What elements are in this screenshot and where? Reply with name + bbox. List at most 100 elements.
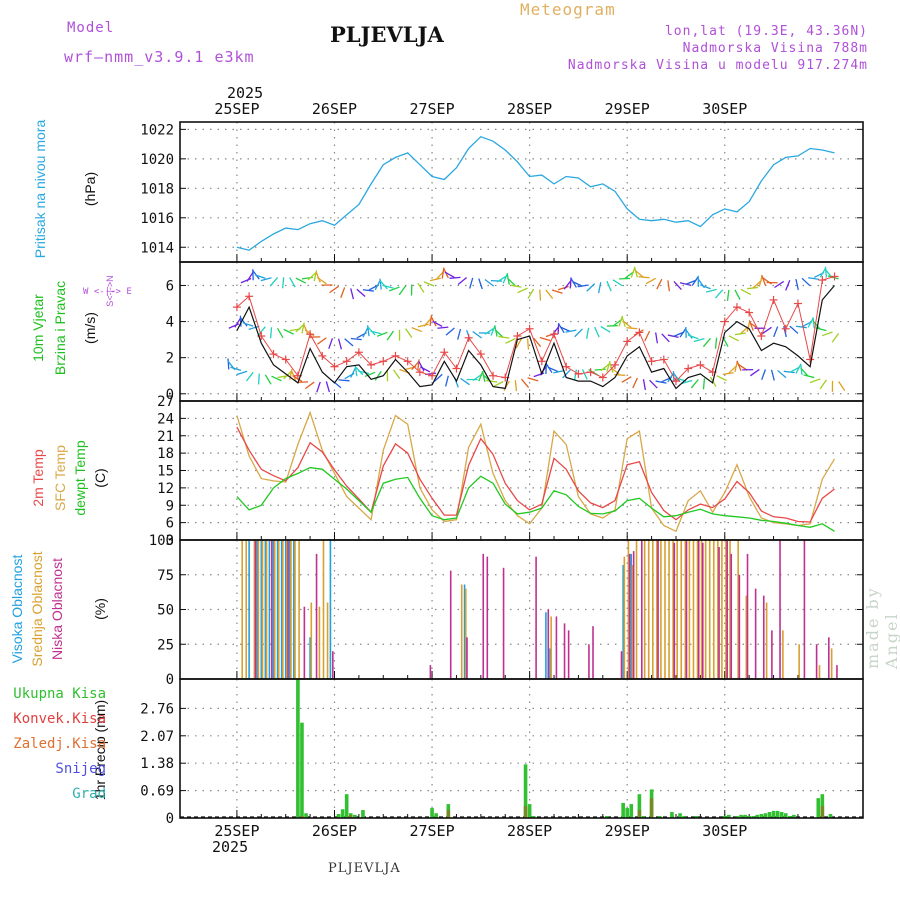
wind-arrow — [338, 379, 350, 382]
wind-arrow — [577, 284, 589, 288]
wind-arrow — [386, 330, 394, 341]
wind-arrow — [563, 280, 572, 290]
wind-arrow — [770, 369, 775, 381]
wind-arrow — [600, 325, 611, 333]
day-label-bottom: 27SEP — [409, 822, 454, 840]
wind-arrow — [423, 281, 435, 287]
wind-arrow — [498, 335, 510, 339]
precip-bar — [722, 816, 727, 818]
wind-arrow — [785, 279, 791, 291]
wind-arrow — [801, 277, 811, 287]
wind-arrow — [630, 266, 636, 278]
wind-arrow — [240, 277, 252, 284]
model-altitude: Nadmorska Visina u modelu 917.274m — [567, 58, 868, 73]
wind-arrow — [437, 326, 449, 329]
precip-bar — [783, 813, 788, 818]
wind-arrow — [783, 326, 787, 338]
wind-arrow — [585, 327, 590, 339]
wind-arrow — [667, 372, 675, 383]
legend-total-rain: Ukupna Kisa — [13, 686, 106, 702]
wind-arrow — [800, 367, 809, 377]
legend-frz-rain: Zaledj.Kisa — [13, 736, 106, 752]
wind-arrow — [329, 285, 339, 294]
wind-arrow — [687, 334, 699, 340]
sfc-temp-line — [236, 410, 836, 533]
wind-arrow — [612, 318, 623, 327]
wind-arrow — [435, 271, 445, 280]
wind-arrow — [411, 360, 420, 371]
pressure-line — [236, 135, 835, 251]
day-label-top: 30SEP — [702, 100, 747, 118]
wind-arrow — [795, 325, 807, 329]
model-label: Model — [67, 20, 115, 36]
precip-bar — [792, 814, 796, 818]
wind-arrow — [761, 274, 767, 286]
wind-arrow — [449, 276, 461, 279]
wind-arrow — [761, 369, 767, 381]
y-tick-label: 75 — [157, 568, 174, 584]
precip-conv-bar — [637, 810, 642, 818]
wind-arrow — [246, 271, 254, 282]
y-tick-label: 3 — [166, 533, 174, 549]
panel-frame — [179, 121, 864, 263]
wind-arrow — [350, 288, 355, 300]
day-label-bottom: 30SEP — [702, 822, 747, 840]
wind-arrow — [423, 317, 432, 327]
wind-arrow — [494, 329, 504, 338]
year-bottom: 2025 — [212, 838, 249, 856]
wind-arrow — [672, 372, 681, 383]
y-tick-label: 21 — [157, 429, 174, 445]
wind-arrow — [649, 379, 658, 389]
wind-arrow — [803, 374, 815, 379]
precip-bar — [682, 816, 686, 818]
wind-arrow — [362, 327, 369, 338]
wind-arrow — [533, 337, 542, 348]
wind-arrow — [239, 317, 248, 327]
wind-arrow — [418, 360, 425, 372]
wind-arrow — [789, 366, 800, 373]
precip-bar — [625, 808, 630, 818]
precip-bar — [300, 722, 304, 818]
station-title: PLJEVLJA — [330, 22, 444, 47]
day-label-top: 28SEP — [507, 100, 552, 118]
wind-arrow — [655, 380, 667, 384]
wind-arrow — [505, 337, 516, 344]
wind-arrow — [702, 378, 706, 390]
wind-arrow — [667, 334, 679, 338]
day-label-top: 26SEP — [312, 100, 357, 118]
wind-arrow — [728, 335, 739, 342]
y-tick-label: 1020 — [140, 152, 174, 168]
y-tick-label: 6 — [166, 516, 174, 532]
wind-arrow — [581, 369, 588, 380]
wind-arrow — [229, 285, 237, 293]
wind-arrow — [521, 378, 530, 388]
wind-arrow — [557, 285, 569, 291]
day-label-top: 27SEP — [409, 100, 454, 118]
wind-arrow — [514, 380, 518, 392]
wind-arrow — [379, 280, 388, 290]
wind-arrow — [573, 369, 578, 381]
wind-arrow — [484, 327, 495, 335]
wind-arrow — [358, 370, 370, 375]
wind-arrow — [559, 326, 571, 333]
wind-arrow — [586, 283, 596, 292]
precip-bar — [735, 816, 739, 818]
y-tick-label: 6 — [166, 278, 174, 294]
wind-arrow — [270, 276, 279, 287]
y-tick-label: 9 — [166, 498, 174, 514]
wind-arrow — [388, 286, 400, 292]
wind-arrow — [758, 275, 763, 287]
y-tick-label: 15 — [157, 464, 174, 480]
y-tick-label: 1.38 — [140, 756, 174, 772]
y-tick-label: 18 — [157, 446, 174, 462]
precip-bar — [353, 814, 357, 818]
footer-station: PLJEVLJA — [328, 861, 401, 876]
wind-arrow — [493, 381, 504, 388]
day-label-bottom: 26SEP — [312, 822, 357, 840]
wind-arrow — [245, 371, 254, 382]
wind-arrow — [227, 358, 230, 370]
wind-arrow — [429, 277, 441, 282]
wind-arrow — [633, 266, 638, 278]
legend-hail: Grad — [72, 786, 106, 802]
wind-speed-line — [236, 285, 835, 390]
